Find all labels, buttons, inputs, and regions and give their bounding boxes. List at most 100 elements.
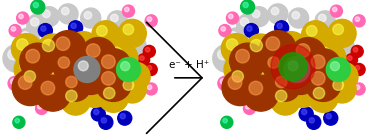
Circle shape — [147, 17, 152, 21]
Circle shape — [285, 73, 319, 107]
Circle shape — [232, 71, 243, 82]
Circle shape — [271, 45, 315, 89]
Circle shape — [288, 61, 298, 71]
Circle shape — [14, 54, 46, 85]
Circle shape — [8, 76, 22, 90]
Circle shape — [213, 44, 241, 72]
Circle shape — [221, 34, 251, 64]
Circle shape — [39, 7, 59, 27]
Circle shape — [336, 57, 343, 63]
Circle shape — [147, 66, 152, 70]
Circle shape — [79, 65, 93, 78]
Circle shape — [315, 11, 335, 31]
Circle shape — [31, 18, 39, 26]
Circle shape — [228, 76, 242, 89]
Circle shape — [95, 65, 132, 101]
Circle shape — [328, 19, 356, 47]
Circle shape — [326, 58, 350, 81]
Circle shape — [330, 5, 342, 17]
Circle shape — [147, 85, 152, 90]
Circle shape — [71, 23, 76, 28]
Circle shape — [270, 85, 301, 115]
Circle shape — [229, 59, 242, 71]
Circle shape — [226, 12, 239, 24]
Circle shape — [355, 66, 360, 70]
Circle shape — [145, 15, 157, 27]
Circle shape — [333, 24, 344, 35]
Circle shape — [91, 107, 105, 121]
Circle shape — [330, 62, 358, 90]
Circle shape — [13, 116, 25, 128]
Circle shape — [268, 4, 288, 24]
Circle shape — [20, 89, 33, 100]
Circle shape — [21, 32, 29, 40]
Circle shape — [353, 83, 365, 95]
Circle shape — [56, 37, 70, 50]
Circle shape — [17, 12, 29, 24]
Circle shape — [351, 45, 363, 57]
Circle shape — [20, 43, 56, 79]
Circle shape — [58, 4, 78, 24]
Circle shape — [118, 75, 146, 103]
Circle shape — [277, 23, 282, 28]
Circle shape — [330, 62, 339, 71]
Circle shape — [11, 27, 16, 31]
Circle shape — [328, 75, 356, 103]
Circle shape — [253, 10, 260, 18]
Circle shape — [36, 102, 48, 114]
Circle shape — [218, 49, 228, 60]
Circle shape — [229, 43, 266, 79]
Circle shape — [280, 37, 293, 50]
Circle shape — [87, 44, 100, 57]
Circle shape — [77, 73, 112, 107]
Circle shape — [282, 51, 294, 64]
Circle shape — [143, 45, 155, 57]
Circle shape — [66, 32, 100, 66]
Circle shape — [26, 49, 40, 63]
Circle shape — [112, 66, 130, 84]
Circle shape — [318, 47, 330, 60]
Circle shape — [116, 58, 141, 81]
Circle shape — [353, 64, 365, 75]
Circle shape — [17, 39, 28, 50]
Circle shape — [30, 93, 35, 98]
Circle shape — [257, 93, 262, 98]
Circle shape — [353, 15, 365, 27]
Circle shape — [66, 90, 77, 102]
Circle shape — [12, 70, 48, 106]
Circle shape — [42, 39, 54, 52]
Circle shape — [242, 46, 276, 80]
Circle shape — [27, 14, 49, 36]
Circle shape — [260, 31, 296, 67]
Circle shape — [276, 76, 287, 88]
Circle shape — [348, 75, 352, 80]
Circle shape — [355, 85, 360, 90]
Circle shape — [78, 61, 88, 71]
Circle shape — [15, 118, 20, 123]
Circle shape — [243, 2, 248, 8]
Circle shape — [221, 27, 226, 31]
Circle shape — [301, 28, 335, 61]
Circle shape — [60, 71, 91, 101]
Circle shape — [248, 51, 260, 64]
Circle shape — [250, 39, 262, 52]
Circle shape — [73, 59, 109, 94]
Circle shape — [311, 72, 325, 85]
Circle shape — [43, 62, 77, 96]
Circle shape — [290, 38, 326, 74]
Circle shape — [38, 105, 42, 109]
Circle shape — [229, 32, 237, 40]
Circle shape — [98, 33, 111, 46]
Circle shape — [23, 91, 27, 95]
Circle shape — [253, 62, 287, 96]
Circle shape — [282, 59, 319, 94]
Circle shape — [237, 14, 259, 36]
Circle shape — [224, 54, 256, 85]
Circle shape — [306, 33, 319, 46]
Circle shape — [115, 69, 122, 76]
Circle shape — [146, 48, 150, 52]
Circle shape — [249, 81, 263, 95]
Circle shape — [19, 14, 23, 19]
Circle shape — [334, 25, 341, 33]
Circle shape — [219, 25, 231, 37]
